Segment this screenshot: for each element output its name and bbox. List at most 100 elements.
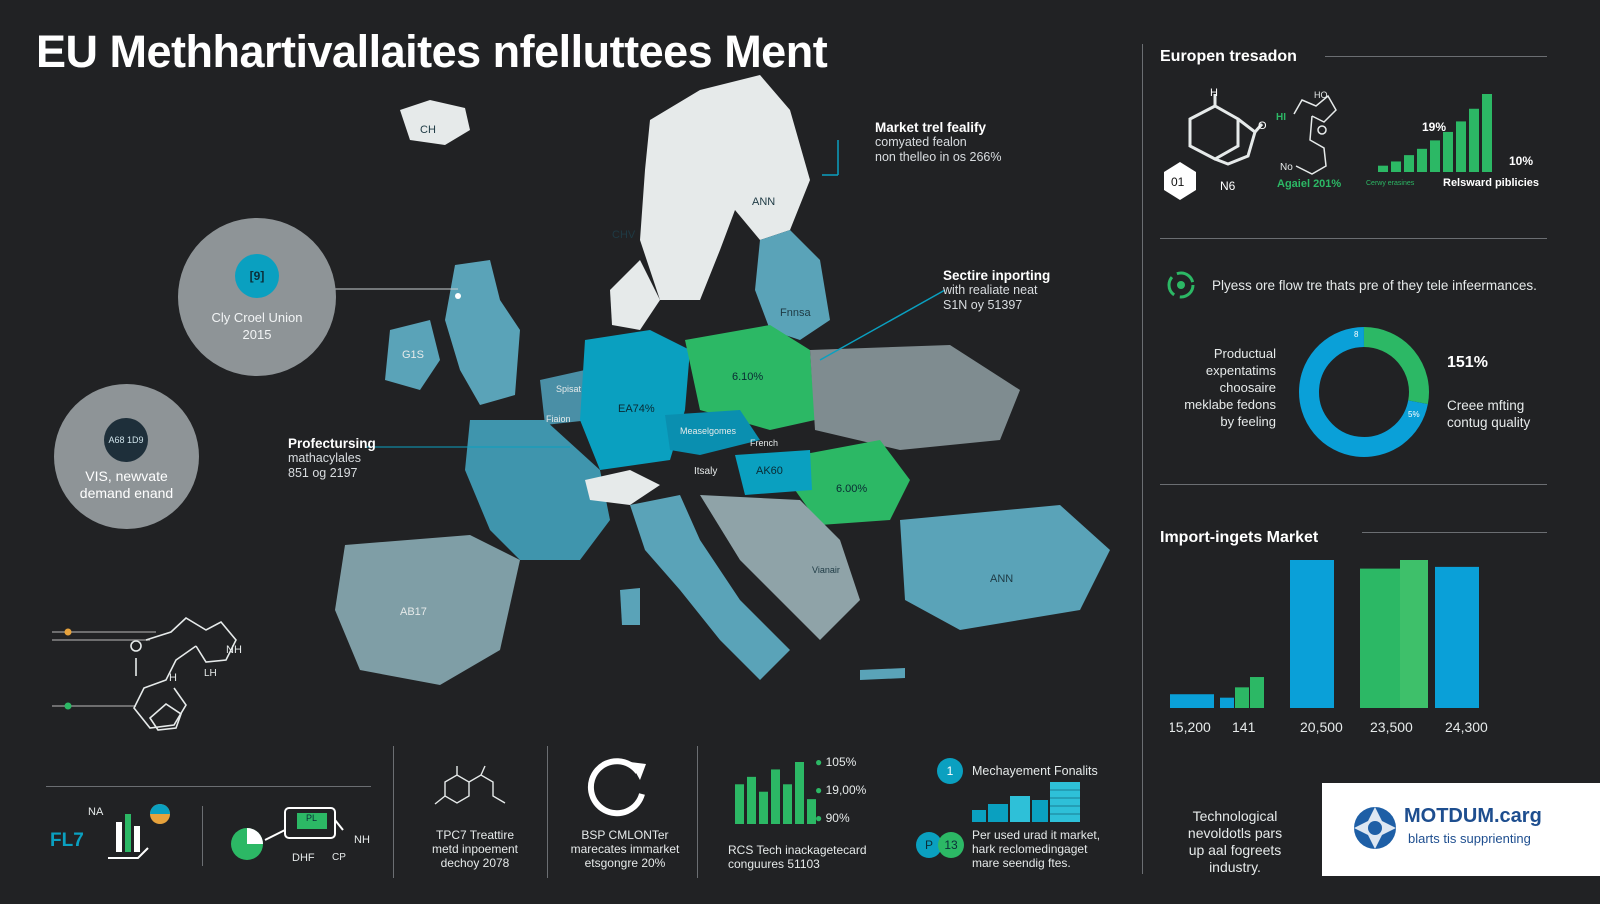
section-europe-title: Europen tresadon (1160, 48, 1297, 65)
map-label-germany: EA74% (618, 403, 655, 415)
logo-tagline: blarts tis supprienting (1408, 831, 1531, 846)
map-sardinia (620, 588, 640, 625)
note-text: Plyess ore flow tre thats pre of they te… (1212, 278, 1537, 293)
map-balkans (700, 495, 860, 640)
map-crete (860, 668, 905, 680)
bsp-line: etsgongre 20% (584, 856, 666, 870)
bsp-text: BSP CMLONTer marecates immarket etsgongr… (555, 828, 695, 870)
map-alps (585, 470, 660, 505)
lab-cp: CP (332, 852, 346, 863)
tpc-line: metd inpoement (431, 842, 519, 856)
donut-tag-top: 8 (1354, 330, 1359, 339)
molecule-left-nh: NH (226, 644, 242, 656)
donut-chart (1299, 327, 1429, 457)
lab-device-icon (231, 807, 344, 860)
import-bar (1250, 677, 1264, 708)
donut-right-text: Creee mfting contug quality (1447, 397, 1530, 431)
rcs-bar (795, 762, 804, 824)
molecule-2-ho: HO (1314, 90, 1328, 100)
donut-right-line: contug quality (1447, 415, 1531, 430)
import-tick-label: 20,500 (1300, 719, 1343, 735)
union-icon: [9] (235, 254, 279, 298)
callout-manuf-title: Profectursing (288, 436, 376, 451)
bsp-line: BSP CMLONTer (581, 828, 669, 842)
growth-bar (1391, 161, 1401, 172)
callout-manuf-line1: mathacylales (288, 451, 361, 465)
logo-box[interactable]: MOTDUM.carg blarts tis supprienting (1322, 783, 1600, 876)
rcs-bar (747, 776, 756, 824)
donut-left-line: meklabe fedons (1184, 397, 1276, 412)
import-bar-chart: 15,200 141 20,500 23,500 24,300 (1170, 560, 1488, 735)
donut-right-line: Creee mfting (1447, 398, 1525, 413)
growth-bar (1456, 121, 1466, 172)
rcs-bar (735, 784, 744, 824)
fl7-label: FL7 (50, 830, 84, 851)
map-sweden-south (610, 260, 660, 330)
growth-bar (1443, 131, 1453, 172)
donut-segment-blue (1299, 327, 1428, 457)
fl7-chart-icon (108, 804, 170, 859)
import-bar (1235, 687, 1249, 708)
import-bar (1360, 568, 1400, 708)
vis-bubble: A68 1D9 VIS, newvate demand enand (54, 384, 199, 529)
mgmt-badge: 1 (937, 758, 963, 784)
lab-nh: NH (354, 834, 370, 846)
map-label-austria: French (750, 438, 778, 448)
vis-line2: demand enand (79, 485, 174, 501)
map-label-france-small: Spisat (556, 384, 582, 394)
map-benelux (540, 370, 590, 425)
map-label-romania: 6.00% (836, 483, 867, 495)
refresh-cycle-icon (587, 758, 646, 817)
rcs-bar (783, 784, 792, 824)
europe-map: CH CHV ANN Fnnsa G1S Spisat Fiaion EA74%… (334, 75, 1110, 685)
callout-manuf-line2: 851 og 2197 (288, 466, 358, 480)
logo-name: MOTDUM.carg (1404, 805, 1542, 827)
map-turkey (900, 505, 1110, 630)
molecule-left-h: H (169, 672, 177, 684)
callout-market: Market trel fealify comyated fealon non … (875, 120, 1001, 165)
map-hungary (735, 450, 812, 495)
mgmt-title: Mechayement Fonalits (972, 764, 1098, 778)
donut-segment-green (1363, 327, 1429, 405)
map-label-italy-n: Itsaly (694, 466, 717, 477)
import-title: Import-ingets Market (1160, 529, 1319, 546)
tech-line: industry. (1209, 859, 1261, 875)
callout-market-line2: non thelleo in os 266% (875, 150, 1002, 164)
map-label-hungary: AK60 (756, 465, 783, 477)
map-label-benelux: Fiaion (546, 414, 571, 424)
union-year: 2015 (242, 327, 272, 342)
rcs-bar (807, 799, 816, 824)
molecule-1-n: N6 (1220, 179, 1236, 193)
map-label-balkans: Vianair (812, 565, 840, 575)
tech-line: Technological (1192, 808, 1278, 824)
molecule-2-n: No (1280, 162, 1293, 173)
bsp-line: marecates immarket (570, 842, 680, 856)
badge-13: 13 (938, 832, 964, 858)
donut-left-text: Productual expentatims choosaire meklabe… (1150, 345, 1276, 430)
rcs-pcts: ● 105% ● 19,00% ● 90% (815, 748, 866, 832)
tpc-line: dechoy 2078 (440, 856, 510, 870)
map-iberia (335, 535, 520, 685)
union-label: Cly Croel Union (211, 310, 303, 325)
map-uk (445, 260, 520, 405)
per-line: hark reclomedingaget (972, 842, 1088, 856)
map-ireland (385, 320, 440, 390)
rcs-line: conguures 51103 (728, 857, 820, 871)
callout-sector-title: Sectire inporting (943, 268, 1051, 283)
donut-left-line: by feeling (1220, 414, 1276, 429)
rcs-pct: ● 19,00% (815, 783, 867, 797)
import-bar (1435, 566, 1479, 708)
import-tick-label: 23,500 (1370, 719, 1413, 735)
tech-text: Technological nevoldotls pars up aal fog… (1170, 808, 1300, 876)
growth-bar (1482, 94, 1492, 172)
molecule-2-hi: HI (1276, 112, 1286, 123)
callout-sector-line2: S1N oy 51397 (943, 298, 1023, 312)
rcs-line: RCS Tech inackagetecard (728, 843, 867, 857)
tech-line: nevoldotls pars (1187, 825, 1283, 841)
growth-bar (1469, 108, 1479, 172)
per-line: Per used urad it market, (972, 828, 1101, 842)
import-bar (1290, 560, 1334, 708)
molecule-2-caption: Agaiel 201% (1277, 178, 1342, 190)
growth-bar (1404, 155, 1414, 172)
donut-pct: 151% (1447, 354, 1488, 371)
